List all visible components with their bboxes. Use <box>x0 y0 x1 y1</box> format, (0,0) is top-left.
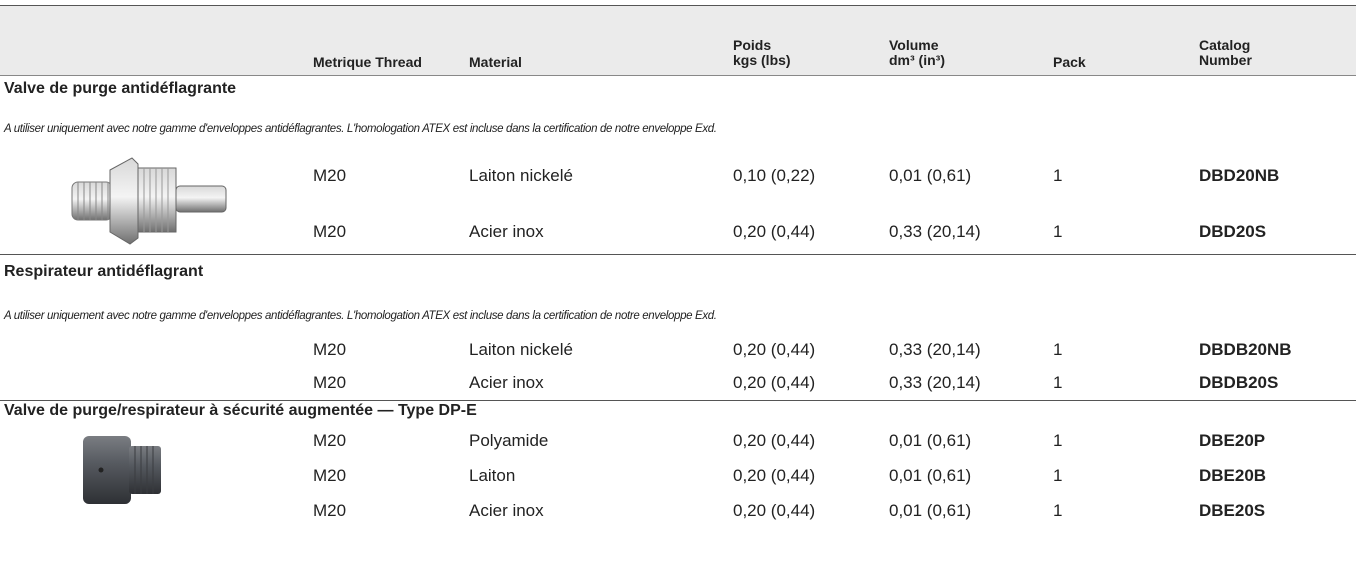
cell: M20 <box>313 166 347 185</box>
cell: 0,01 (0,61) <box>889 166 972 185</box>
column-header: Pack <box>1053 54 1086 70</box>
cell: 0,01 (0,61) <box>889 431 972 450</box>
cell: 0,01 (0,61) <box>889 501 972 520</box>
cell: 0,20 (0,44) <box>733 431 816 450</box>
cell: 0,20 (0,44) <box>733 501 816 520</box>
section-rule <box>0 254 1356 255</box>
catalog-number: DBDB20S <box>1199 373 1279 392</box>
cell: M20 <box>313 340 347 359</box>
header-rule <box>0 75 1356 76</box>
cell: Acier inox <box>469 222 544 241</box>
valve-image <box>71 157 227 245</box>
cell: M20 <box>313 501 347 520</box>
cell: 0,33 (20,14) <box>889 222 981 241</box>
section-rule <box>0 400 1356 401</box>
cell: Laiton nickelé <box>469 166 573 185</box>
cell: Laiton nickelé <box>469 340 573 359</box>
catalog-number: DBDB20NB <box>1199 340 1292 359</box>
section-title: Valve de purge/respirateur à sécurité au… <box>4 402 477 419</box>
cell: Acier inox <box>469 501 544 520</box>
cell: M20 <box>313 466 347 485</box>
catalog-number: DBE20S <box>1199 501 1266 520</box>
column-header: Material <box>469 54 522 70</box>
cell: 0,10 (0,22) <box>733 166 816 185</box>
column-header: dm³ (in³) <box>889 52 945 68</box>
column-header: Volume <box>889 37 939 53</box>
top-rule <box>0 5 1356 6</box>
catalog-number: DBE20B <box>1199 466 1267 485</box>
cell: 1 <box>1053 501 1063 520</box>
section-title: Respirateur antidéflagrant <box>4 263 204 280</box>
catalog-number: DBD20S <box>1199 222 1267 241</box>
cell: 1 <box>1053 340 1063 359</box>
cell: Acier inox <box>469 373 544 392</box>
cell: Laiton <box>469 466 516 485</box>
plug-image <box>83 436 161 504</box>
column-header: kgs (lbs) <box>733 52 791 68</box>
catalog-number: DBD20NB <box>1199 166 1280 185</box>
cell: 0,01 (0,61) <box>889 466 972 485</box>
column-header: Catalog <box>1199 37 1251 53</box>
column-header: Poids <box>733 37 772 53</box>
section-note: A utiliser uniquement avec notre gamme d… <box>4 123 717 135</box>
catalog-number: DBE20P <box>1199 431 1266 450</box>
cell: 0,20 (0,44) <box>733 466 816 485</box>
cell: 0,20 (0,44) <box>733 340 816 359</box>
cell: 0,33 (20,14) <box>889 340 981 359</box>
cell: 1 <box>1053 222 1063 241</box>
section-title: Valve de purge antidéflagrante <box>4 80 237 97</box>
cell: M20 <box>313 373 347 392</box>
cell: 0,20 (0,44) <box>733 373 816 392</box>
column-header: Metrique Thread <box>313 54 422 70</box>
cell: Polyamide <box>469 431 549 450</box>
cell: 0,33 (20,14) <box>889 373 981 392</box>
cell: 1 <box>1053 431 1063 450</box>
cell: 1 <box>1053 166 1063 185</box>
cell: M20 <box>313 431 347 450</box>
cell: 0,20 (0,44) <box>733 222 816 241</box>
cell: 1 <box>1053 466 1063 485</box>
section-note: A utiliser uniquement avec notre gamme d… <box>4 310 717 322</box>
cell: 1 <box>1053 373 1063 392</box>
header-band <box>0 5 1356 75</box>
cell: M20 <box>313 222 347 241</box>
column-header: Number <box>1199 52 1252 68</box>
